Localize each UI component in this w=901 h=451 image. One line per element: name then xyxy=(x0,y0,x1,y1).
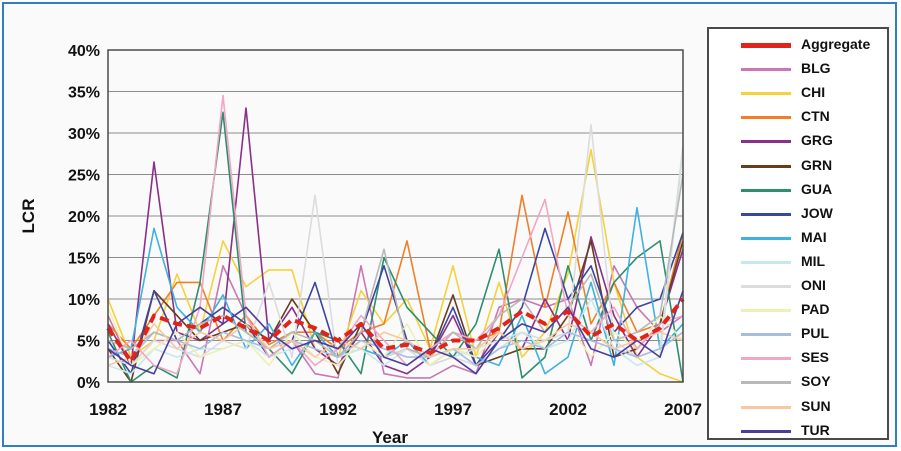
series-line-pad xyxy=(107,307,684,367)
legend-swatch xyxy=(741,188,791,192)
y-tick-label: 35% xyxy=(68,85,100,102)
y-axis-ticks: 0% 5% 10% 15% 20% 25% 30% 35% 40% xyxy=(68,43,100,392)
legend-label: PAD xyxy=(801,301,830,318)
x-tick-label: 1987 xyxy=(204,400,242,419)
legend-swatch xyxy=(741,43,791,48)
legend-label: SOY xyxy=(801,373,831,390)
legend-swatch xyxy=(741,381,791,385)
series-line-oni xyxy=(107,123,684,367)
y-tick-label: 10% xyxy=(68,292,100,309)
series-line-aggregate xyxy=(106,297,685,364)
series-line-sun xyxy=(107,323,684,367)
series-line-tur xyxy=(107,290,684,375)
legend-item-jow: JOW xyxy=(709,202,889,226)
legend-item-ctn: CTN xyxy=(709,105,889,129)
legend-item-aggregate: Aggregate xyxy=(709,33,889,57)
legend-label: CTN xyxy=(801,108,830,125)
plot-area xyxy=(107,49,684,383)
x-tick-label: 2007 xyxy=(664,400,702,419)
legend-item-pad: PAD xyxy=(709,298,889,322)
legend-item-mai: MAI xyxy=(709,226,889,250)
legend-swatch xyxy=(741,333,791,337)
legend-swatch xyxy=(741,260,791,264)
legend-item-pul: PUL xyxy=(709,322,889,346)
legend-label: GRG xyxy=(801,132,833,149)
legend-label: GUA xyxy=(801,180,833,197)
x-tick-label: 1982 xyxy=(89,400,127,419)
x-tick-label: 1992 xyxy=(319,400,357,419)
legend-item-mil: MIL xyxy=(709,250,889,274)
y-tick-label: 30% xyxy=(68,126,100,143)
legend-item-oni: ONI xyxy=(709,274,889,298)
y-tick-label: 5% xyxy=(77,334,100,351)
legend-item-soy: SOY xyxy=(709,370,889,394)
legend-label: CHI xyxy=(801,84,826,101)
legend-swatch xyxy=(741,429,791,433)
legend-label: ONI xyxy=(801,277,826,293)
legend-swatch xyxy=(741,140,791,144)
legend-swatch xyxy=(741,164,791,168)
y-axis-label: LCR xyxy=(19,199,38,234)
legend-item-tur: TUR xyxy=(709,419,889,443)
legend-item-grg: GRG xyxy=(709,129,889,153)
legend-swatch xyxy=(741,285,791,288)
legend-swatch xyxy=(741,92,791,96)
y-tick-label: 25% xyxy=(68,168,100,185)
legend-item-ses: SES xyxy=(709,346,889,370)
y-tick-label: 0% xyxy=(77,375,100,392)
legend-item-sun: SUN xyxy=(709,395,889,419)
legend-label: MAI xyxy=(801,228,827,245)
legend-swatch xyxy=(741,68,791,72)
legend-swatch xyxy=(741,309,791,313)
y-tick-label: 20% xyxy=(68,209,100,226)
legend-swatch xyxy=(741,212,791,216)
series-line-gua xyxy=(107,111,684,383)
legend-label: GRN xyxy=(801,156,833,173)
legend-item-grn: GRN xyxy=(709,154,889,178)
legend-item-chi: CHI xyxy=(709,81,889,105)
legend-label: JOW xyxy=(801,204,833,221)
legend-item-blg: BLG xyxy=(709,57,889,81)
legend-item-gua: GUA xyxy=(709,178,889,202)
legend-label: SUN xyxy=(801,397,831,414)
legend-label: SES xyxy=(801,349,830,366)
legend-label: Aggregate xyxy=(801,36,871,52)
legend-label: PUL xyxy=(801,325,829,342)
legend-label: TUR xyxy=(801,421,830,438)
y-tick-label: 15% xyxy=(68,251,100,268)
legend: Aggregate BLG CHI CTN GRG GRN GUA JOW MAI MIL ONI P… xyxy=(707,27,889,440)
series-line-mil xyxy=(107,149,684,375)
series-line-chi xyxy=(107,148,684,383)
legend-label: BLG xyxy=(801,60,831,77)
legend-swatch xyxy=(741,236,791,240)
series-lines xyxy=(106,94,685,383)
series-line-soy xyxy=(107,174,684,358)
legend-swatch xyxy=(741,116,791,120)
legend-swatch xyxy=(741,405,791,409)
x-tick-label: 2002 xyxy=(549,400,587,419)
y-tick-label: 40% xyxy=(68,43,100,60)
x-axis-label: Year xyxy=(372,428,408,447)
x-tick-label: 1997 xyxy=(434,400,472,419)
legend-label: MIL xyxy=(801,252,826,269)
series-line-jow xyxy=(107,227,684,375)
legend-swatch xyxy=(741,357,791,361)
x-axis-ticks: 1982 1987 1992 1997 2002 2007 xyxy=(89,400,702,419)
